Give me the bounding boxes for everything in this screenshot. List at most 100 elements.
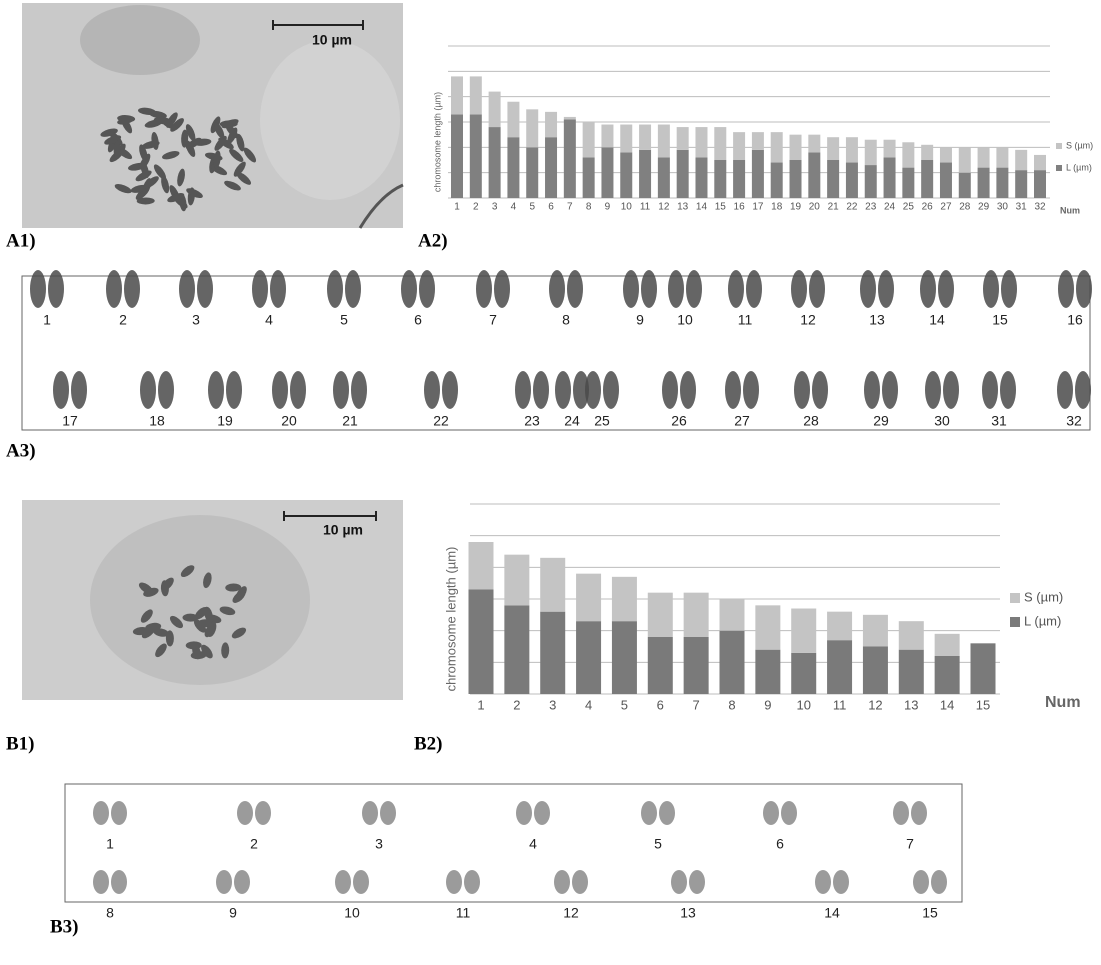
chromosome-image	[1057, 371, 1073, 409]
bar-segment	[576, 621, 602, 694]
chromosome-blob	[224, 180, 241, 191]
x-tick-label: 9	[605, 202, 611, 213]
chromosome-image	[864, 371, 880, 409]
bar-segment	[611, 576, 637, 622]
chromosome-blob	[113, 140, 121, 159]
bar-segment	[883, 139, 896, 158]
chromosome-blob	[143, 176, 159, 189]
chromosome-image	[567, 270, 583, 308]
chromosome-image	[982, 371, 998, 409]
bar-segment	[526, 109, 539, 148]
karyotype-number: 4	[265, 312, 273, 328]
bar-segment	[714, 160, 727, 198]
bar-segment	[545, 137, 558, 198]
bar-segment	[601, 124, 614, 148]
x-tick-label: 16	[734, 202, 746, 213]
bar-segment	[958, 172, 971, 198]
x-tick-label: 6	[657, 697, 664, 712]
chromosome-image	[1001, 270, 1017, 308]
chromosome-image	[442, 371, 458, 409]
bar-segment	[507, 137, 520, 198]
chromosome-image	[30, 270, 46, 308]
bar-segment	[540, 611, 566, 694]
x-tick-label: 8	[728, 697, 735, 712]
chromosome-image	[549, 270, 565, 308]
micrograph-b1	[22, 500, 403, 700]
scale-bar-label: 10 µm	[312, 32, 352, 48]
chromosome-image	[476, 270, 492, 308]
chromosome-blob	[190, 651, 207, 660]
chromosome-blob	[185, 641, 202, 650]
karyotype-number: 28	[803, 413, 819, 429]
bar-segment	[827, 137, 840, 160]
panel-label: B1)	[6, 733, 35, 754]
chromosome-image	[686, 270, 702, 308]
bar-segment	[582, 122, 595, 158]
bar-segment	[488, 127, 501, 198]
x-tick-label: 18	[771, 202, 783, 213]
bar-segment	[996, 167, 1009, 198]
bar-segment	[921, 144, 934, 160]
chromosome-image	[124, 270, 140, 308]
y-axis-label: chromosome length (µm)	[443, 547, 458, 692]
karyotype-number: 2	[250, 836, 258, 852]
chromosome-image	[158, 371, 174, 409]
chromosome-blob	[109, 131, 123, 146]
chromosome-blob	[233, 161, 246, 177]
karyotype-number: 31	[991, 413, 1007, 429]
chromosome-image	[983, 270, 999, 308]
bar-segment	[545, 111, 558, 138]
bar-segment	[639, 149, 652, 198]
karyotype-number: 12	[563, 905, 579, 921]
legend-swatch	[1056, 165, 1062, 171]
chromosome-image	[1000, 371, 1016, 409]
bar-segment	[683, 637, 709, 694]
karyotype-number: 11	[738, 312, 753, 328]
karyotype-number: 29	[873, 413, 889, 429]
bar-segment	[864, 139, 877, 166]
bar-segment	[507, 101, 520, 138]
x-tick-label: 4	[511, 202, 517, 213]
x-tick-label: 1	[477, 697, 484, 712]
chromosome-image	[763, 801, 779, 825]
bar-segment	[845, 137, 858, 163]
bar-segment	[862, 614, 888, 647]
bar-segment	[719, 630, 745, 694]
chromosome-image	[255, 801, 271, 825]
chromosome-image	[446, 870, 462, 894]
x-axis-label: Num	[1045, 694, 1081, 711]
micrograph-a1	[22, 3, 404, 229]
karyotype-number: 3	[192, 312, 200, 328]
x-tick-label: 2	[473, 202, 479, 213]
karyotype-number: 2	[119, 312, 127, 328]
bar-segment	[540, 557, 566, 612]
chromosome-image	[464, 870, 480, 894]
bar-segment	[751, 132, 764, 150]
x-tick-label: 3	[549, 697, 556, 712]
chromosome-image	[335, 870, 351, 894]
chromosome-image	[93, 801, 109, 825]
x-tick-label: 28	[959, 202, 971, 213]
bar-segment	[970, 643, 996, 694]
chromosome-blob	[140, 609, 153, 623]
chromosome-blob	[114, 184, 132, 194]
x-tick-label: 3	[492, 202, 498, 213]
bar-segment	[601, 147, 614, 198]
chromosome-blob	[180, 565, 195, 578]
chromosome-image	[555, 371, 571, 409]
chromosome-image	[1058, 270, 1074, 308]
x-tick-label: 19	[790, 202, 802, 213]
chromosome-image	[252, 270, 268, 308]
chromosome-image	[290, 371, 306, 409]
chromosome-image	[659, 801, 675, 825]
karyotype-number: 9	[636, 312, 644, 328]
karyotype-number: 11	[456, 905, 471, 921]
chromosome-blob	[142, 140, 160, 149]
karyotype-number: 32	[1066, 413, 1082, 429]
chromosome-image	[197, 270, 213, 308]
bar-segment	[657, 124, 670, 158]
chromosome-blob	[162, 151, 180, 160]
bar-segment	[808, 152, 821, 198]
x-tick-label: 13	[904, 697, 918, 712]
bar-segment	[1015, 149, 1028, 171]
